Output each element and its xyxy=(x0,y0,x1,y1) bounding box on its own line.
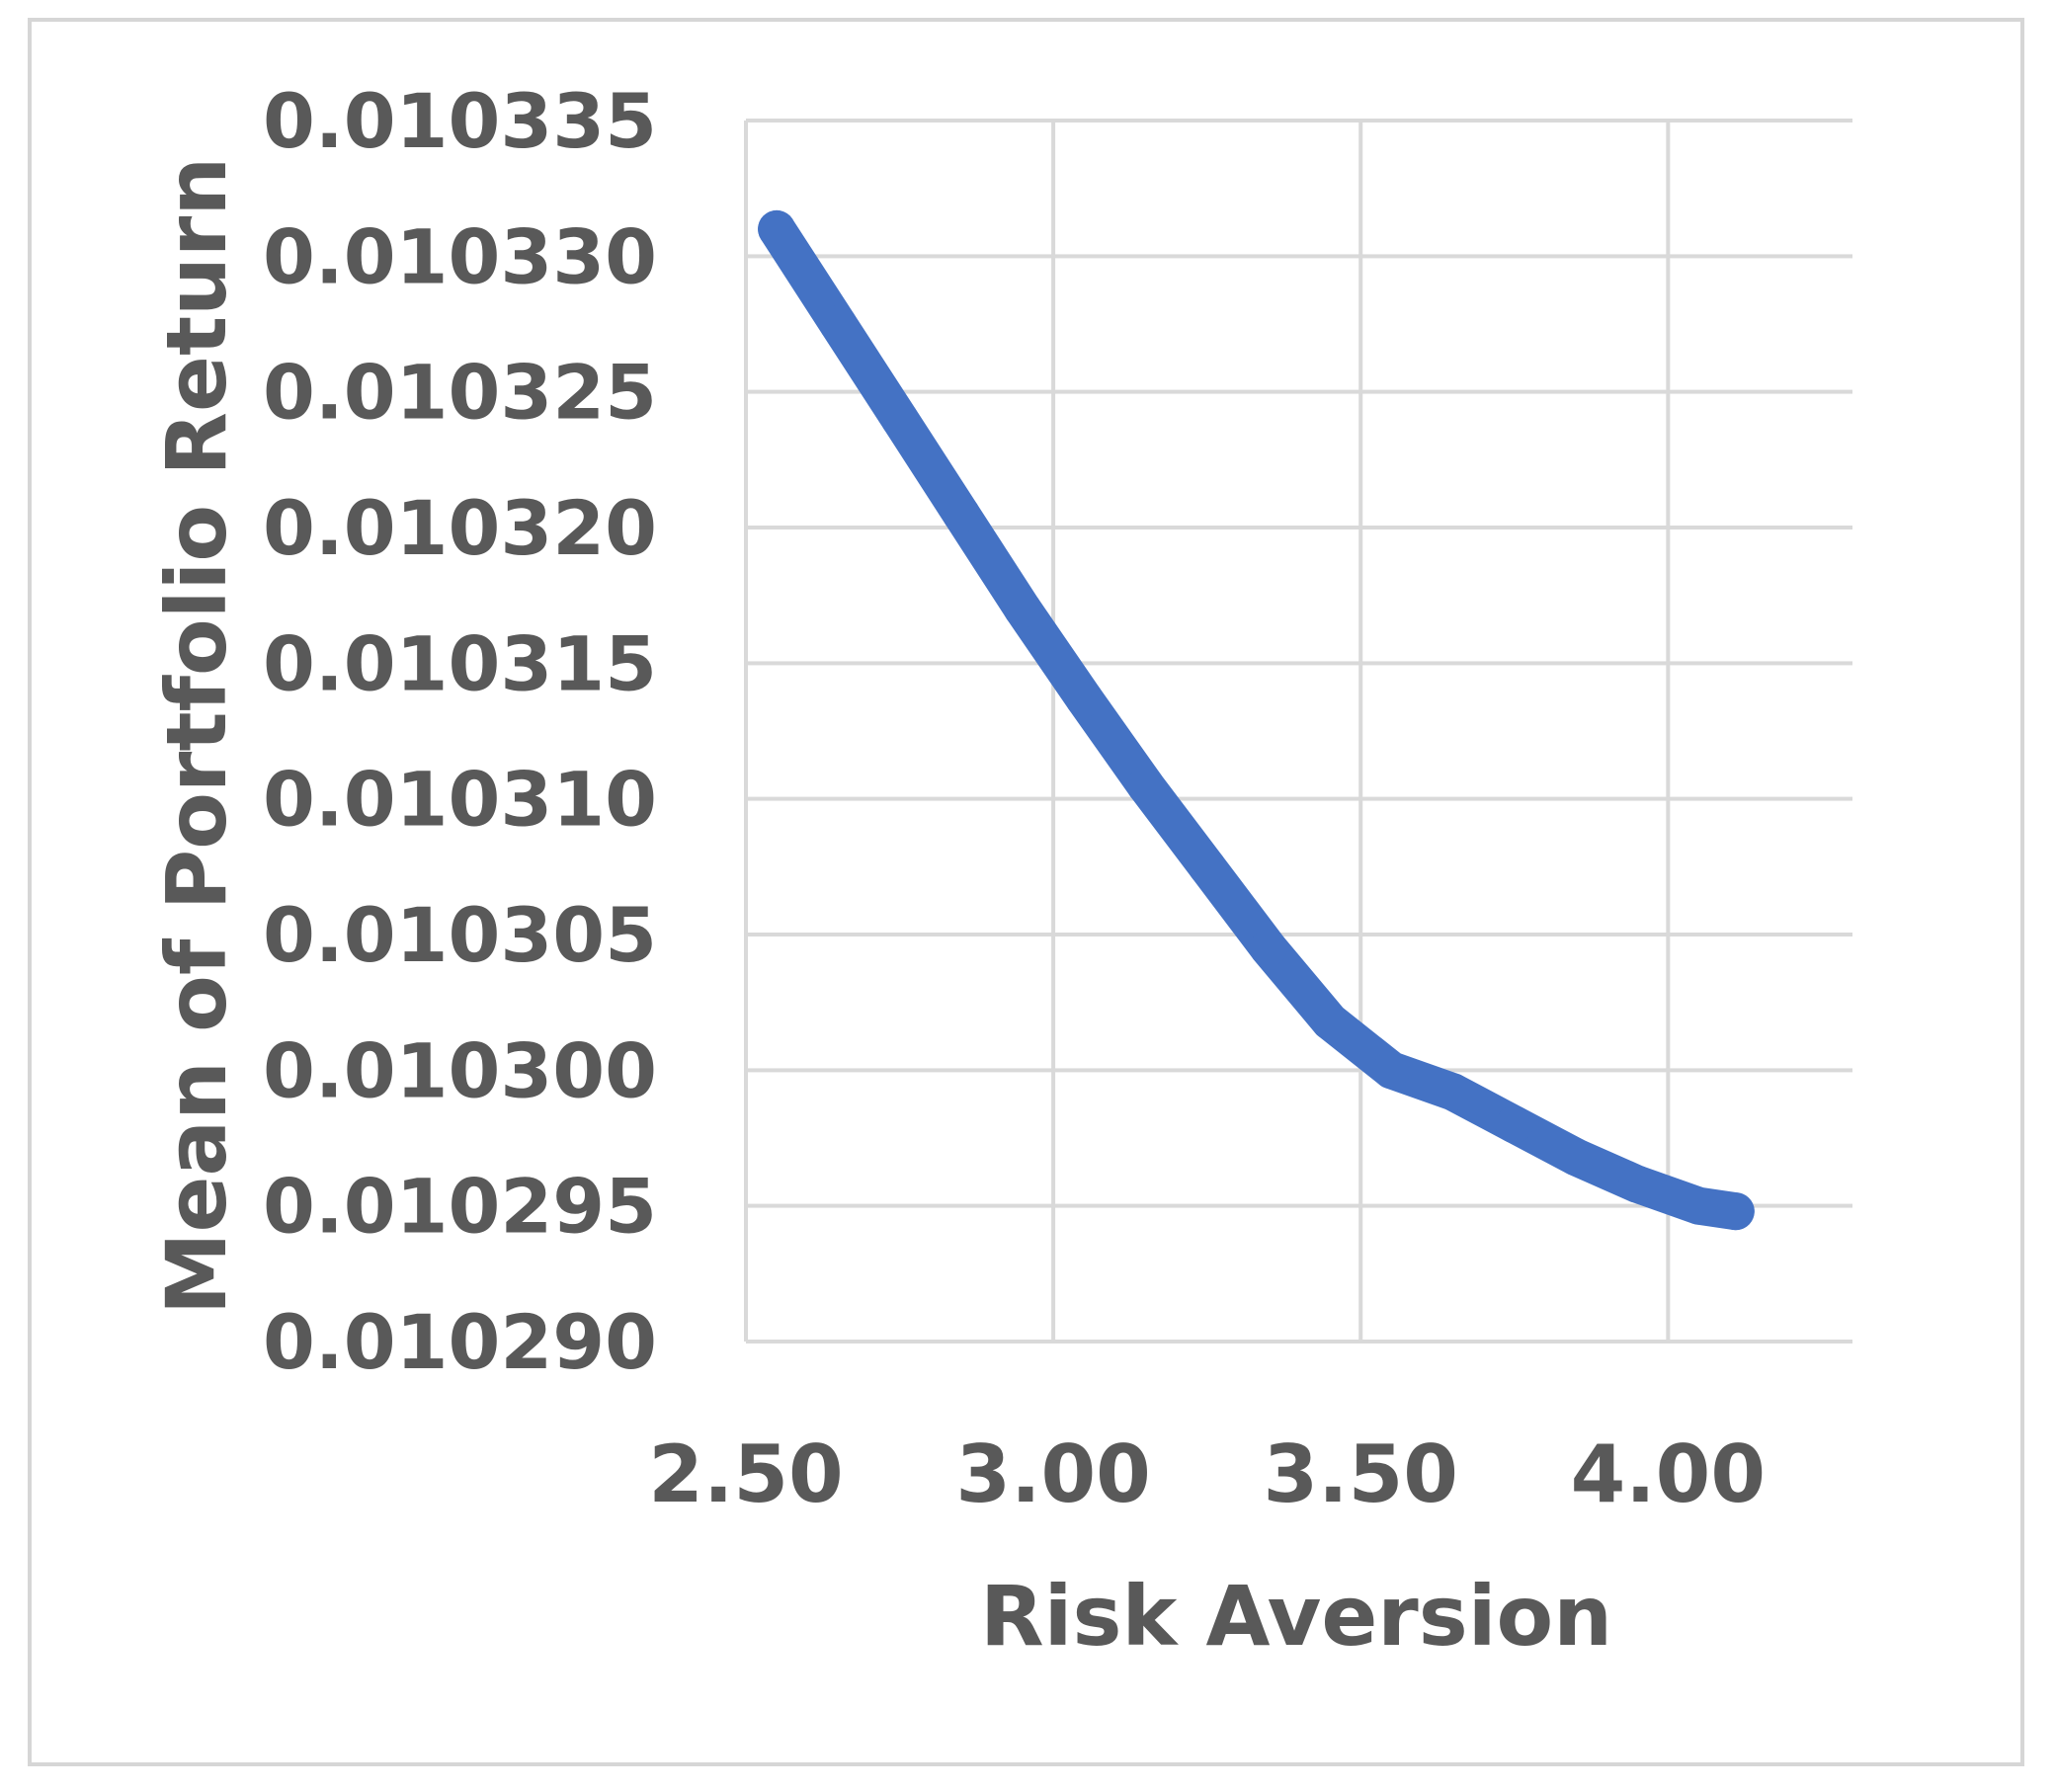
y-tick-labels: 0.010290 0.010295 0.010300 0.010305 0.010310… xyxy=(263,77,657,1386)
data-point xyxy=(1434,1073,1472,1111)
x-tick-labels: 2.50 3.00 3.50 4.00 xyxy=(648,1428,1766,1520)
data-point xyxy=(758,209,796,248)
y-tick-label: 0.010315 xyxy=(263,619,657,707)
data-point xyxy=(1618,1165,1657,1203)
data-point xyxy=(1495,1105,1533,1144)
y-tick-label: 0.010320 xyxy=(263,484,657,572)
data-point xyxy=(1065,680,1104,718)
x-tick-label: 3.50 xyxy=(1264,1428,1458,1520)
data-point xyxy=(1680,1186,1718,1225)
data-point xyxy=(1716,1192,1755,1231)
data-point xyxy=(1188,848,1226,886)
data-point xyxy=(1004,590,1041,628)
y-tick-label: 0.010305 xyxy=(263,891,657,979)
x-tick-label: 2.50 xyxy=(648,1428,843,1520)
y-tick-label: 0.010335 xyxy=(263,77,657,165)
data-point xyxy=(1249,929,1287,967)
vertical-gridlines xyxy=(744,121,1671,1342)
x-tick-label: 4.00 xyxy=(1571,1428,1766,1520)
y-axis-title: Mean of Portfolio Return xyxy=(148,157,245,1315)
data-point xyxy=(1126,766,1165,804)
data-point xyxy=(1311,1002,1350,1040)
y-tick-label: 0.010330 xyxy=(263,212,657,300)
x-tick-label: 3.00 xyxy=(955,1428,1150,1520)
data-point xyxy=(819,305,858,343)
y-tick-label: 0.010300 xyxy=(263,1026,657,1114)
data-point xyxy=(1372,1051,1411,1090)
x-axis-title: Risk Aversion xyxy=(980,1568,1612,1665)
data-point xyxy=(880,400,919,439)
y-tick-label: 0.010290 xyxy=(263,1298,657,1386)
series-line-0 xyxy=(758,209,1755,1231)
data-point xyxy=(942,495,980,533)
data-point xyxy=(1557,1138,1595,1177)
horizontal-gridlines xyxy=(746,119,1852,1344)
chart-frame xyxy=(28,18,2024,1766)
series-group xyxy=(758,209,1755,1231)
y-tick-label: 0.010295 xyxy=(263,1163,657,1251)
y-tick-label: 0.010325 xyxy=(263,349,657,437)
y-tick-label: 0.010310 xyxy=(263,756,657,844)
